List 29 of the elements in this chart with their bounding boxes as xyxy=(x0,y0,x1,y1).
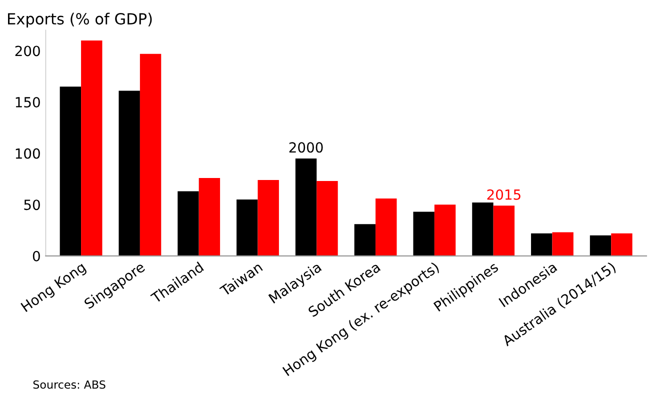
bar xyxy=(531,233,552,256)
source-note: Sources: ABS xyxy=(33,380,106,389)
bar xyxy=(118,90,140,256)
y-tick-label: 150 xyxy=(16,97,40,108)
bar xyxy=(140,54,162,256)
bar xyxy=(376,198,397,256)
bar xyxy=(493,206,515,256)
y-axis-title: Exports (% of GDP) xyxy=(8,12,152,28)
bar xyxy=(60,86,82,256)
bar xyxy=(590,235,612,256)
y-tick-label: 0 xyxy=(32,250,40,262)
bar xyxy=(413,212,434,256)
series-label: 2000 xyxy=(289,142,323,153)
bar xyxy=(198,178,220,256)
bar xyxy=(434,204,456,256)
y-tick-label: 50 xyxy=(24,200,40,210)
bar xyxy=(236,199,258,256)
bar xyxy=(552,232,574,256)
bar xyxy=(472,202,494,256)
bar xyxy=(81,40,102,256)
bar xyxy=(295,158,317,256)
bar xyxy=(354,224,376,256)
series-label: 2015 xyxy=(487,189,520,200)
bar xyxy=(178,191,199,256)
bar xyxy=(611,233,632,256)
bar xyxy=(258,180,279,256)
y-tick-label: 200 xyxy=(15,46,40,56)
y-tick-label: 100 xyxy=(16,148,40,159)
bar xyxy=(316,181,338,256)
